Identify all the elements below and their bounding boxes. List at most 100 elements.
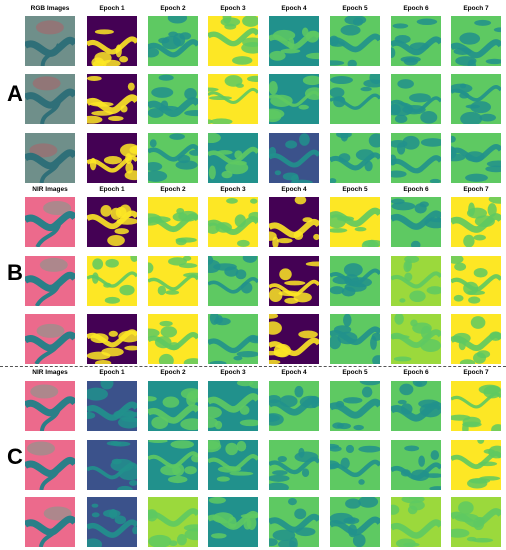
- segmentation-mask-tile: [391, 133, 441, 183]
- column-header: Epoch 4: [281, 5, 307, 12]
- input-image-tile: [25, 440, 75, 490]
- input-image-tile: [25, 256, 75, 306]
- segmentation-mask-tile: [148, 16, 198, 66]
- column-header: Epoch 3: [220, 369, 246, 376]
- segmentation-mask-tile: [208, 381, 258, 431]
- segmentation-mask-tile: [391, 197, 441, 247]
- segmentation-mask-tile: [208, 440, 258, 490]
- column-header: Epoch 6: [403, 5, 429, 12]
- input-image-tile: [25, 381, 75, 431]
- segmentation-mask-tile: [391, 256, 441, 306]
- segmentation-mask-tile: [330, 256, 380, 306]
- segmentation-mask-tile: [391, 74, 441, 124]
- segmentation-mask-tile: [148, 256, 198, 306]
- segmentation-mask-tile: [148, 440, 198, 490]
- input-image-tile: [25, 197, 75, 247]
- column-header: Epoch 2: [160, 5, 186, 12]
- segmentation-mask-tile: [391, 497, 441, 547]
- column-header: Epoch 7: [463, 186, 489, 193]
- segmentation-mask-tile: [451, 497, 501, 547]
- segmentation-mask-tile: [148, 133, 198, 183]
- column-header: Epoch 2: [160, 369, 186, 376]
- segmentation-mask-tile: [269, 314, 319, 364]
- column-header: Epoch 5: [342, 5, 368, 12]
- segmentation-mask-tile: [451, 381, 501, 431]
- segmentation-mask-tile: [87, 197, 137, 247]
- column-header: Epoch 1: [99, 5, 125, 12]
- section-label-b: B: [7, 260, 23, 285]
- segmentation-mask-tile: [87, 133, 137, 183]
- column-header: Epoch 5: [342, 186, 368, 193]
- segmentation-mask-tile: [269, 197, 319, 247]
- segmentation-mask-tile: [87, 16, 137, 66]
- segmentation-mask-tile: [87, 256, 137, 306]
- column-header: NIR Images: [32, 186, 68, 193]
- segmentation-mask-tile: [451, 197, 501, 247]
- segmentation-mask-tile: [451, 16, 501, 66]
- segmentation-mask-tile: [451, 133, 501, 183]
- segmentation-mask-tile: [87, 74, 137, 124]
- segmentation-mask-tile: [330, 381, 380, 431]
- column-header: Epoch 7: [463, 5, 489, 12]
- segmentation-mask-tile: [208, 133, 258, 183]
- segmentation-mask-tile: [87, 314, 137, 364]
- input-image-tile: [25, 314, 75, 364]
- segmentation-mask-tile: [208, 314, 258, 364]
- input-image-tile: [25, 497, 75, 547]
- column-header: Epoch 4: [281, 369, 307, 376]
- column-header: Epoch 6: [403, 369, 429, 376]
- column-header: Epoch 2: [160, 186, 186, 193]
- segmentation-mask-tile: [208, 256, 258, 306]
- column-header: Epoch 1: [99, 369, 125, 376]
- segmentation-mask-tile: [391, 314, 441, 364]
- column-header: Epoch 4: [281, 186, 307, 193]
- segmentation-mask-tile: [208, 197, 258, 247]
- segmentation-mask-tile: [330, 440, 380, 490]
- segmentation-mask-tile: [269, 256, 319, 306]
- column-header: Epoch 7: [463, 369, 489, 376]
- segmentation-mask-tile: [269, 440, 319, 490]
- segmentation-mask-tile: [330, 133, 380, 183]
- segmentation-mask-tile: [148, 497, 198, 547]
- segmentation-mask-tile: [330, 16, 380, 66]
- segmentation-mask-tile: [148, 381, 198, 431]
- segmentation-mask-tile: [148, 197, 198, 247]
- section-divider: [0, 366, 506, 367]
- segmentation-mask-tile: [451, 74, 501, 124]
- section-label-a: A: [7, 81, 23, 106]
- segmentation-mask-tile: [391, 16, 441, 66]
- segmentation-mask-tile: [269, 381, 319, 431]
- column-header: RGB Images: [30, 5, 70, 12]
- column-header: Epoch 5: [342, 369, 368, 376]
- input-image-tile: [25, 16, 75, 66]
- segmentation-mask-tile: [148, 314, 198, 364]
- segmentation-mask-tile: [391, 440, 441, 490]
- segmentation-mask-tile: [87, 381, 137, 431]
- segmentation-mask-tile: [330, 74, 380, 124]
- column-header: Epoch 1: [99, 186, 125, 193]
- segmentation-mask-tile: [269, 133, 319, 183]
- segmentation-mask-tile: [208, 16, 258, 66]
- segmentation-mask-tile: [451, 256, 501, 306]
- column-header: Epoch 3: [220, 5, 246, 12]
- segmentation-mask-tile: [148, 74, 198, 124]
- segmentation-mask-tile: [87, 440, 137, 490]
- segmentation-mask-tile: [330, 197, 380, 247]
- segmentation-mask-tile: [330, 314, 380, 364]
- segmentation-mask-tile: [269, 497, 319, 547]
- column-header: NIR Images: [32, 369, 68, 376]
- segmentation-mask-tile: [330, 497, 380, 547]
- segmentation-mask-tile: [269, 16, 319, 66]
- section-label-c: C: [7, 444, 23, 469]
- segmentation-mask-tile: [208, 74, 258, 124]
- segmentation-mask-tile: [451, 314, 501, 364]
- column-header: Epoch 3: [220, 186, 246, 193]
- segmentation-mask-tile: [208, 497, 258, 547]
- segmentation-mask-tile: [269, 74, 319, 124]
- segmentation-mask-tile: [391, 381, 441, 431]
- input-image-tile: [25, 133, 75, 183]
- segmentation-mask-tile: [451, 440, 501, 490]
- segmentation-mask-tile: [87, 497, 137, 547]
- column-header: Epoch 6: [403, 186, 429, 193]
